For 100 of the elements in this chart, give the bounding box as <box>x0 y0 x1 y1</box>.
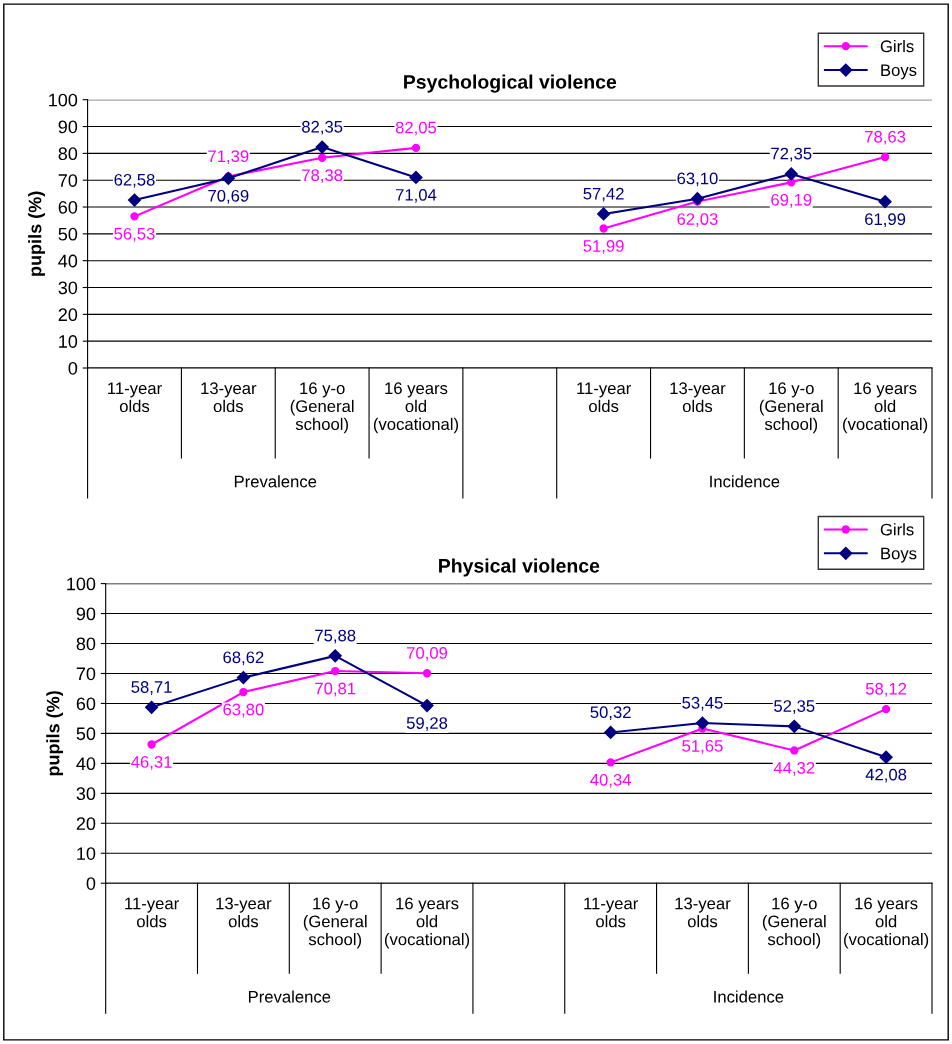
data-label: 69,19 <box>771 193 812 208</box>
point <box>239 687 248 697</box>
point <box>422 669 432 678</box>
point <box>221 171 235 185</box>
x-tick-label: 13-year olds <box>201 382 257 413</box>
data-label: 40,34 <box>590 773 632 788</box>
data-label: 42,08 <box>865 768 907 783</box>
legend-label: Boys <box>881 547 917 563</box>
data-label: 46,31 <box>131 756 172 770</box>
data-label: 44,32 <box>773 761 815 776</box>
y-tick-label: 10 <box>77 847 96 860</box>
y-tick-label: 60 <box>76 697 96 711</box>
point <box>790 746 799 755</box>
y-tick-label: 80 <box>58 147 78 161</box>
data-label: 51,65 <box>682 740 723 754</box>
x-tick-label: 16 years old (vocational) <box>373 382 459 434</box>
point <box>881 704 891 714</box>
x-tick-label: 13-year olds <box>670 382 726 413</box>
y-tick-label: 50 <box>76 727 96 741</box>
data-label: 58,71 <box>131 681 172 695</box>
y-tick-label: 80 <box>76 637 96 651</box>
point <box>315 140 329 154</box>
data-label: 82,05 <box>395 121 437 136</box>
y-tick-label: 30 <box>76 787 96 801</box>
data-label: 50,32 <box>590 706 631 721</box>
data-label: 82,35 <box>302 120 343 135</box>
x-tick-label: 16 y-o (General school) <box>303 897 367 949</box>
data-label: 56,53 <box>114 227 155 242</box>
point <box>236 671 250 685</box>
text: Prevalence <box>248 990 331 1003</box>
y-tick-label: 70 <box>58 174 78 187</box>
x-tick-label: 16 years old (vocational) <box>844 897 929 949</box>
data-label: 72,35 <box>771 147 812 162</box>
data-label: 70,81 <box>315 682 356 697</box>
point <box>878 195 892 209</box>
chart-title: Physical violence <box>439 558 600 577</box>
data-label: 70,69 <box>208 189 249 204</box>
data-label: 78,38 <box>302 169 343 184</box>
x-tick-label: 11-year olds <box>108 382 162 413</box>
point <box>784 167 798 181</box>
y-axis-title: pupils (%) <box>46 691 64 776</box>
y-tick-label: 10 <box>59 335 78 348</box>
data-label: 52,35 <box>774 700 815 714</box>
data-label: 62,58 <box>114 173 155 188</box>
x-tick-label: 16 y-o (General school) <box>290 382 354 434</box>
x-tick-label: 16 y-o (General school) <box>759 382 823 434</box>
legend-label: Girls <box>880 39 914 53</box>
x-tick-label: 11-year olds <box>577 382 631 413</box>
point <box>599 224 608 233</box>
point <box>690 192 705 206</box>
data-label: 75,88 <box>315 629 356 644</box>
y-tick-label: 20 <box>76 817 96 831</box>
point <box>880 152 890 162</box>
x-tick-label: 16 years old (vocational) <box>384 897 470 949</box>
legend-label: Boys <box>881 64 917 80</box>
point <box>127 193 142 207</box>
y-tick-label: 100 <box>67 577 96 591</box>
y-tick-label: 30 <box>58 281 78 295</box>
x-tick-label: 11-year olds <box>125 897 179 928</box>
y-axis-title: pupils (%) <box>28 191 45 276</box>
point <box>130 212 139 221</box>
y-tick-label: 90 <box>58 120 78 134</box>
y-tick-label: 60 <box>58 200 78 214</box>
data-label: 71,04 <box>395 188 437 203</box>
point <box>144 700 159 714</box>
data-label: 78,63 <box>865 130 906 145</box>
point <box>604 725 618 740</box>
data-label: 71,39 <box>208 150 249 165</box>
y-tick-label: 70 <box>76 667 96 681</box>
data-label: 51,99 <box>583 240 624 254</box>
point <box>331 666 340 676</box>
x-tick-label: 13-year olds <box>216 897 272 928</box>
y-tick-label: 90 <box>76 607 96 621</box>
y-tick-label: 0 <box>86 877 96 890</box>
x-tick-label: 16 years old (vocational) <box>843 382 928 434</box>
point <box>787 719 801 733</box>
point <box>879 750 893 764</box>
point <box>328 649 342 663</box>
x-tick-label: 11-year olds <box>584 897 639 928</box>
point <box>420 699 434 713</box>
text: Incidence <box>714 990 784 1003</box>
point <box>597 207 611 221</box>
y-tick-label: 40 <box>58 254 78 268</box>
data-label: 58,12 <box>865 682 907 697</box>
data-label: 68,62 <box>223 651 264 666</box>
y-tick-label: 20 <box>58 308 78 322</box>
point <box>695 716 710 730</box>
data-label: 61,99 <box>865 213 906 228</box>
legend-label: Girls <box>880 523 914 536</box>
data-label: 63,80 <box>223 703 264 718</box>
x-tick-label: 16 y-o (General school) <box>762 897 826 949</box>
data-label: 70,09 <box>407 647 448 661</box>
y-tick-label: 0 <box>68 361 78 375</box>
data-label: 62,03 <box>677 213 718 227</box>
point <box>411 143 421 153</box>
text: Incidence <box>710 475 780 488</box>
point <box>317 153 327 162</box>
data-label: 57,42 <box>583 187 624 202</box>
point <box>409 170 423 184</box>
y-tick-label: 100 <box>49 93 78 107</box>
